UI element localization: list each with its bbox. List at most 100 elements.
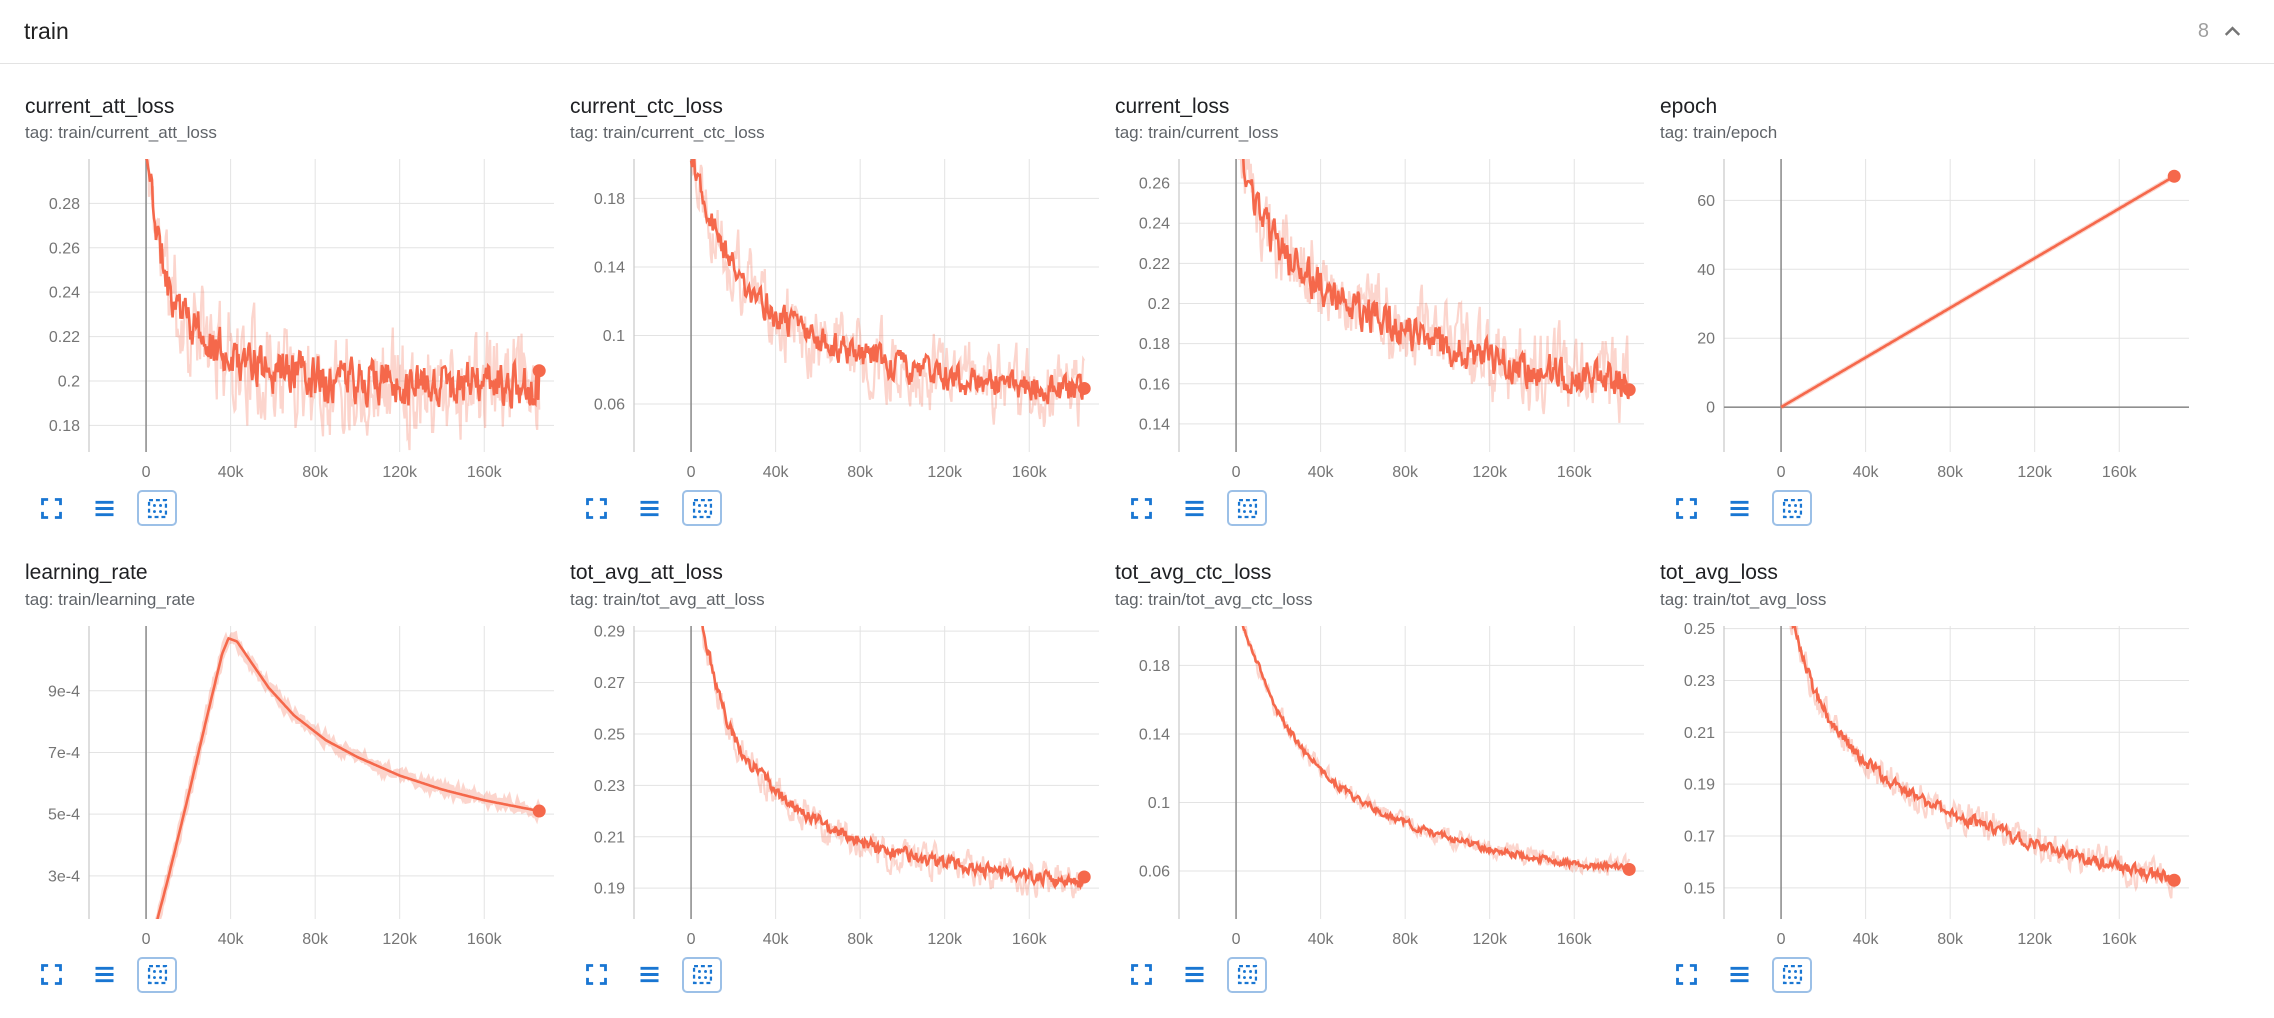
chart-title: epoch — [1660, 95, 1718, 118]
svg-text:0: 0 — [1777, 931, 1786, 948]
chart-toolbar — [568, 490, 1103, 527]
svg-text:120k: 120k — [2017, 464, 2053, 481]
expand-icon — [1128, 961, 1155, 988]
data-table-button[interactable] — [629, 490, 669, 526]
chevron-up-icon — [2219, 18, 2246, 45]
svg-text:0.27: 0.27 — [594, 675, 625, 692]
svg-text:160k: 160k — [1012, 931, 1048, 948]
fit-domain-button[interactable] — [1227, 490, 1267, 527]
expand-chart-button[interactable] — [576, 957, 616, 993]
fit-domain-icon — [689, 495, 716, 522]
line-chart[interactable]: 3e-4 5e-4 7e-4 9e-4 0 40k 80k 120k 160k — [23, 618, 558, 953]
chart-title: current_ctc_loss — [570, 95, 723, 118]
svg-text:0.15: 0.15 — [1684, 880, 1715, 897]
chart-count: 8 — [2197, 20, 2209, 42]
chart-card: current_att_loss tag: train/current_att_… — [23, 94, 558, 527]
svg-text:40k: 40k — [218, 464, 245, 481]
svg-text:160k: 160k — [1557, 464, 1593, 481]
line-chart[interactable]: 0.19 0.21 0.23 0.25 0.27 0.29 0 40k 80k 120k 160k — [568, 618, 1103, 953]
svg-text:40k: 40k — [1853, 931, 1880, 948]
svg-text:7e-4: 7e-4 — [48, 744, 80, 761]
chart-card: tot_avg_att_loss tag: train/tot_avg_att_… — [568, 560, 1103, 993]
data-table-icon — [636, 961, 663, 988]
expand-icon — [583, 495, 610, 522]
chart-toolbar — [1113, 490, 1648, 527]
fit-domain-button[interactable] — [1772, 490, 1812, 527]
svg-text:40k: 40k — [763, 464, 790, 481]
svg-text:0.22: 0.22 — [1139, 256, 1170, 273]
svg-text:0.28: 0.28 — [49, 196, 80, 213]
line-chart[interactable]: 0.14 0.16 0.18 0.2 0.22 0.24 0.26 0 40k 80k 120k 16… — [1113, 151, 1648, 486]
line-chart[interactable]: 0.06 0.1 0.14 0.18 0 40k 80k 120k 160k — [568, 151, 1103, 486]
svg-text:160k: 160k — [1012, 464, 1048, 481]
fit-domain-button[interactable] — [682, 490, 722, 527]
svg-text:0.18: 0.18 — [1139, 336, 1170, 353]
line-chart[interactable]: 0.06 0.1 0.14 0.18 0 40k 80k 120k 160k — [1113, 618, 1648, 953]
data-table-button[interactable] — [84, 490, 124, 526]
svg-text:0: 0 — [1706, 400, 1715, 417]
svg-text:160k: 160k — [2102, 931, 2138, 948]
line-chart[interactable]: 0.18 0.2 0.22 0.24 0.26 0.28 0 40k 80k 120k 160k — [23, 151, 558, 486]
svg-text:0.19: 0.19 — [594, 880, 625, 897]
fit-domain-icon — [1779, 961, 1806, 988]
line-chart[interactable]: 0 20 40 60 0 40k 80k 120k 160k — [1658, 151, 2193, 486]
fit-domain-button[interactable] — [137, 490, 177, 527]
data-table-button[interactable] — [629, 957, 669, 993]
charts-grid: current_att_loss tag: train/current_att_… — [0, 64, 2274, 993]
fit-domain-button[interactable] — [137, 956, 177, 993]
svg-text:0.14: 0.14 — [594, 260, 625, 277]
data-table-button[interactable] — [1174, 490, 1214, 526]
svg-text:0.21: 0.21 — [1684, 724, 1715, 741]
data-table-button[interactable] — [1174, 957, 1214, 993]
fit-domain-icon — [144, 495, 171, 522]
data-table-icon — [636, 495, 663, 522]
svg-text:0.16: 0.16 — [1139, 377, 1170, 394]
svg-text:40k: 40k — [218, 931, 245, 948]
svg-text:80k: 80k — [1392, 464, 1419, 481]
svg-text:0: 0 — [1777, 464, 1786, 481]
data-table-button[interactable] — [1719, 957, 1759, 993]
group-title[interactable]: train — [24, 18, 69, 44]
svg-text:80k: 80k — [847, 931, 874, 948]
svg-text:80k: 80k — [1937, 931, 1964, 948]
fit-domain-button[interactable] — [1227, 956, 1267, 993]
data-table-button[interactable] — [1719, 490, 1759, 526]
fit-domain-button[interactable] — [1772, 956, 1812, 993]
svg-text:40k: 40k — [763, 931, 790, 948]
svg-text:0.22: 0.22 — [49, 329, 80, 346]
chart-card: tot_avg_loss tag: train/tot_avg_loss 0.1… — [1658, 560, 2193, 993]
expand-chart-button[interactable] — [1666, 490, 1706, 526]
line-chart[interactable]: 0.15 0.17 0.19 0.21 0.23 0.25 0 40k 80k 120k 160k — [1658, 618, 2193, 953]
svg-text:0.19: 0.19 — [1684, 776, 1715, 793]
svg-text:0.26: 0.26 — [1139, 176, 1170, 193]
svg-text:0.1: 0.1 — [603, 328, 625, 345]
svg-text:40k: 40k — [1853, 464, 1880, 481]
svg-text:40: 40 — [1697, 262, 1715, 279]
svg-text:120k: 120k — [382, 931, 418, 948]
expand-chart-button[interactable] — [31, 957, 71, 993]
svg-text:0.06: 0.06 — [594, 397, 625, 414]
expand-chart-button[interactable] — [1121, 957, 1161, 993]
expand-chart-button[interactable] — [576, 490, 616, 526]
svg-text:0: 0 — [687, 464, 696, 481]
fit-domain-button[interactable] — [682, 956, 722, 993]
chart-toolbar — [1113, 956, 1648, 993]
chart-tag: tag: train/current_att_loss — [25, 123, 217, 143]
data-table-button[interactable] — [84, 957, 124, 993]
expand-chart-button[interactable] — [1121, 490, 1161, 526]
svg-text:120k: 120k — [2017, 931, 2053, 948]
svg-text:0.23: 0.23 — [1684, 672, 1715, 689]
svg-text:120k: 120k — [927, 464, 963, 481]
chart-toolbar — [1658, 490, 2193, 527]
svg-text:0.17: 0.17 — [1684, 828, 1715, 845]
expand-chart-button[interactable] — [1666, 957, 1706, 993]
chart-tag: tag: train/current_loss — [1115, 123, 1279, 143]
svg-text:0: 0 — [142, 464, 151, 481]
chart-title: current_att_loss — [25, 95, 175, 118]
fit-domain-icon — [689, 961, 716, 988]
svg-text:60: 60 — [1697, 193, 1715, 210]
expand-chart-button[interactable] — [31, 490, 71, 526]
svg-text:160k: 160k — [467, 464, 503, 481]
collapse-group-button[interactable] — [2217, 16, 2248, 47]
svg-text:0: 0 — [1232, 931, 1241, 948]
